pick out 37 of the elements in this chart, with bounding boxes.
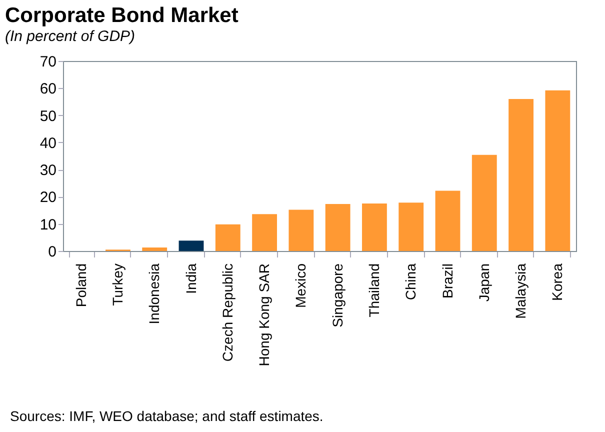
x-tick-label: India <box>182 263 199 294</box>
x-tick-label: China <box>402 263 419 300</box>
bar <box>398 202 424 251</box>
bar <box>288 210 314 251</box>
x-tick-label: Thailand <box>366 264 382 318</box>
bar <box>545 90 570 251</box>
bar <box>178 240 204 251</box>
y-tick-label: 20 <box>40 189 56 206</box>
bar <box>325 204 350 251</box>
x-tick-label: Malaysia <box>512 263 529 319</box>
y-tick-label: 50 <box>40 108 56 125</box>
bar <box>508 99 534 251</box>
x-tick-label: Mexico <box>292 263 309 308</box>
bar <box>472 154 497 251</box>
x-tick-label: Japan <box>476 264 492 302</box>
x-tick-label: Hong Kong SAR <box>256 264 272 366</box>
y-tick-label: 30 <box>40 162 56 180</box>
bar <box>435 190 460 251</box>
x-tick-label: Korea <box>549 263 566 301</box>
chart-subtitle: (In percent of GDP) <box>5 28 136 45</box>
x-tick-label: Singapore <box>329 263 346 328</box>
bar <box>362 204 387 251</box>
y-tick-label: 10 <box>40 216 56 234</box>
y-tick-label: 0 <box>48 244 56 260</box>
x-tick-label: Poland <box>72 264 89 308</box>
chart-title: Corporate Bond Market <box>5 4 238 27</box>
y-tick-label: 40 <box>40 134 56 152</box>
y-tick-label: 60 <box>40 80 56 98</box>
bar <box>142 247 168 251</box>
bar <box>215 224 240 251</box>
x-tick-label: Czech Republic <box>219 264 236 362</box>
x-tick-label: Indonesia <box>146 263 162 324</box>
bar <box>252 214 277 251</box>
x-tick-label: Turkey <box>109 264 126 306</box>
x-tick-label: Brazil <box>439 264 456 299</box>
y-tick-label: 70 <box>40 54 56 70</box>
source-note: Sources: IMF, WEO database; and staff estimates. <box>10 408 324 424</box>
